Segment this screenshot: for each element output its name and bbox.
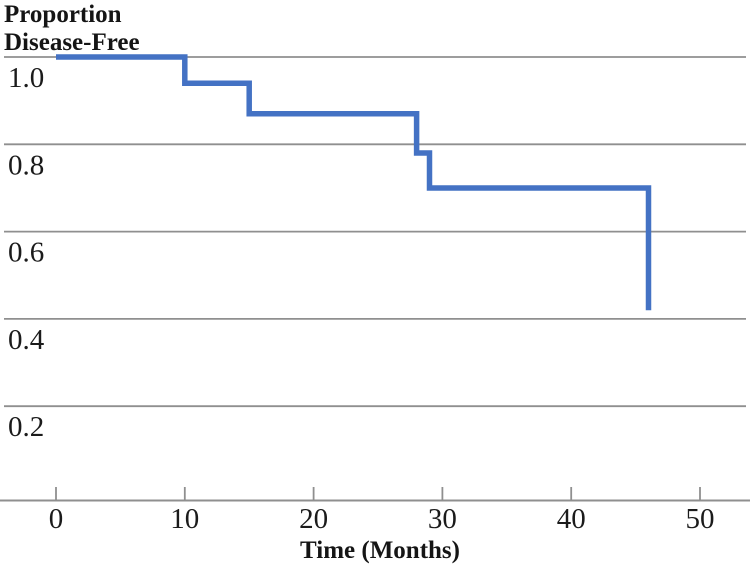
x-tick-label-30: 30 bbox=[428, 503, 457, 535]
survival-step-line bbox=[56, 54, 652, 311]
y-tick-label-0.2: 0.2 bbox=[8, 411, 44, 443]
x-tick-label-20: 20 bbox=[299, 503, 328, 535]
y-tick-label-0.8: 0.8 bbox=[8, 149, 44, 181]
x-axis-title: Time (Months) bbox=[300, 537, 460, 564]
y-axis-title-line2: Disease-Free bbox=[4, 29, 140, 56]
y-tick-label-1.0: 1.0 bbox=[8, 62, 44, 94]
y-tick-label-0.4: 0.4 bbox=[8, 324, 45, 356]
y-tick-label-0.6: 0.6 bbox=[8, 237, 44, 269]
x-tick-label-40: 40 bbox=[557, 503, 586, 535]
y-axis-title-line1: Proportion bbox=[4, 1, 122, 28]
x-tick-label-10: 10 bbox=[170, 503, 199, 535]
x-tick-label-50: 50 bbox=[686, 503, 715, 535]
x-tick-label-0: 0 bbox=[49, 503, 64, 535]
y-axis-title: Proportion Disease-Free bbox=[4, 1, 140, 57]
